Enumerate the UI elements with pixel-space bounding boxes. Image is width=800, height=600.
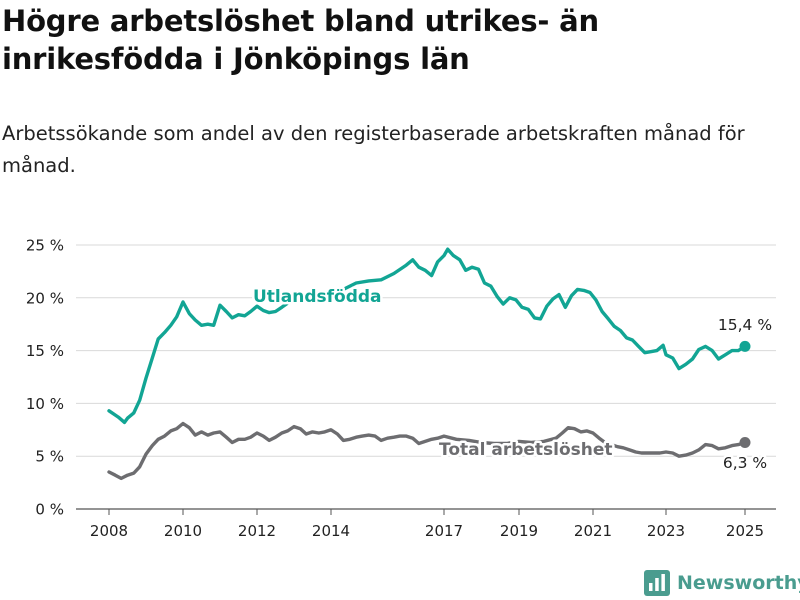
x-tick-label: 2014: [312, 522, 350, 540]
x-tick-label: 2025: [726, 522, 764, 540]
utlandsfodda-line: [107, 247, 747, 425]
bar-chart-icon: [644, 570, 670, 596]
chart-title: Högre arbetslöshet bland utrikes- än inr…: [2, 4, 599, 76]
x-tick-label: 2021: [574, 522, 612, 540]
x-tick-label: 2019: [500, 522, 538, 540]
series-lines: [107, 247, 751, 481]
line-chart: 0 % 5 % 10 % 15 % 20 % 25 % 2008 2010 2012 2014 20…: [26, 237, 776, 541]
svg-text:Utlandsfödda: Utlandsfödda: [253, 287, 382, 307]
y-tick-label: 0 %: [35, 501, 64, 519]
y-tick-label: 5 %: [35, 448, 64, 466]
brand-name: Newsworthy: [677, 572, 800, 594]
x-tick-label: 2012: [238, 522, 276, 540]
y-tick-label: 25 %: [26, 237, 64, 255]
x-tick-label: 2010: [164, 522, 202, 540]
utlandsfodda-end-dot: [739, 340, 751, 352]
y-tick-label: 15 %: [26, 342, 64, 360]
svg-text:15,4 %: 15,4 %: [718, 316, 772, 334]
y-tick-label: 20 %: [26, 289, 64, 307]
axes: 0 % 5 % 10 % 15 % 20 % 25 % 2008 2010 2012 2014 20…: [26, 237, 764, 541]
newsworthy-logo: Newsworthy: [644, 566, 800, 600]
x-tick-label: 2023: [647, 522, 685, 540]
gridlines: [76, 244, 776, 510]
total-end-label: 6,3 %6,3 %: [720, 452, 769, 475]
chart-subtitle: Arbetssökande som andel av den registerb…: [2, 122, 745, 177]
utlandsfodda-end-label: 15,4 %15,4 %: [715, 314, 774, 337]
svg-text:Total arbetslöshet: Total arbetslöshet: [439, 440, 613, 460]
total-end-dot: [739, 436, 751, 448]
total-line: [107, 421, 747, 481]
svg-text:15,4 %: 15,4 %: [718, 316, 772, 334]
x-tick-label: 2017: [425, 522, 463, 540]
x-tick-label: 2008: [90, 522, 128, 540]
svg-text:6,3 %: 6,3 %: [723, 454, 767, 472]
svg-text:6,3 %: 6,3 %: [723, 454, 767, 472]
svg-text:Utlandsfödda: Utlandsfödda: [253, 287, 382, 307]
svg-text:Total arbetslöshet: Total arbetslöshet: [439, 440, 613, 460]
y-tick-label: 10 %: [26, 395, 64, 413]
